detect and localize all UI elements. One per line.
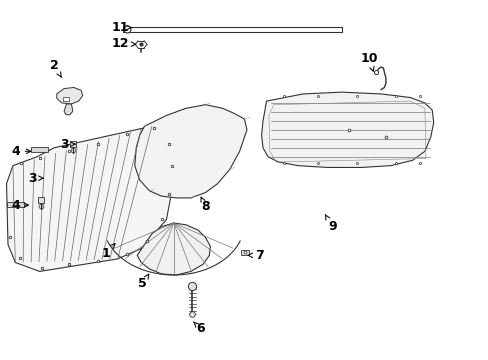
Polygon shape	[261, 92, 433, 167]
Text: 2: 2	[50, 59, 61, 77]
Text: 3: 3	[60, 138, 75, 150]
Polygon shape	[31, 147, 48, 152]
Polygon shape	[6, 126, 178, 271]
Polygon shape	[240, 250, 249, 255]
Text: 1: 1	[101, 244, 115, 260]
Polygon shape	[64, 104, 73, 115]
Text: 10: 10	[359, 51, 377, 71]
Text: 4: 4	[11, 145, 31, 158]
Text: 4: 4	[11, 199, 28, 212]
Text: 8: 8	[201, 197, 209, 213]
Polygon shape	[57, 87, 82, 104]
Polygon shape	[135, 105, 246, 198]
Text: 5: 5	[138, 274, 148, 291]
Text: 11: 11	[111, 21, 131, 34]
Text: 12: 12	[111, 37, 135, 50]
Polygon shape	[6, 202, 24, 207]
Polygon shape	[63, 97, 69, 101]
Polygon shape	[137, 223, 210, 275]
Text: 3: 3	[28, 172, 43, 185]
Text: 7: 7	[248, 249, 263, 262]
Text: 6: 6	[193, 322, 204, 335]
Text: 9: 9	[325, 215, 336, 233]
